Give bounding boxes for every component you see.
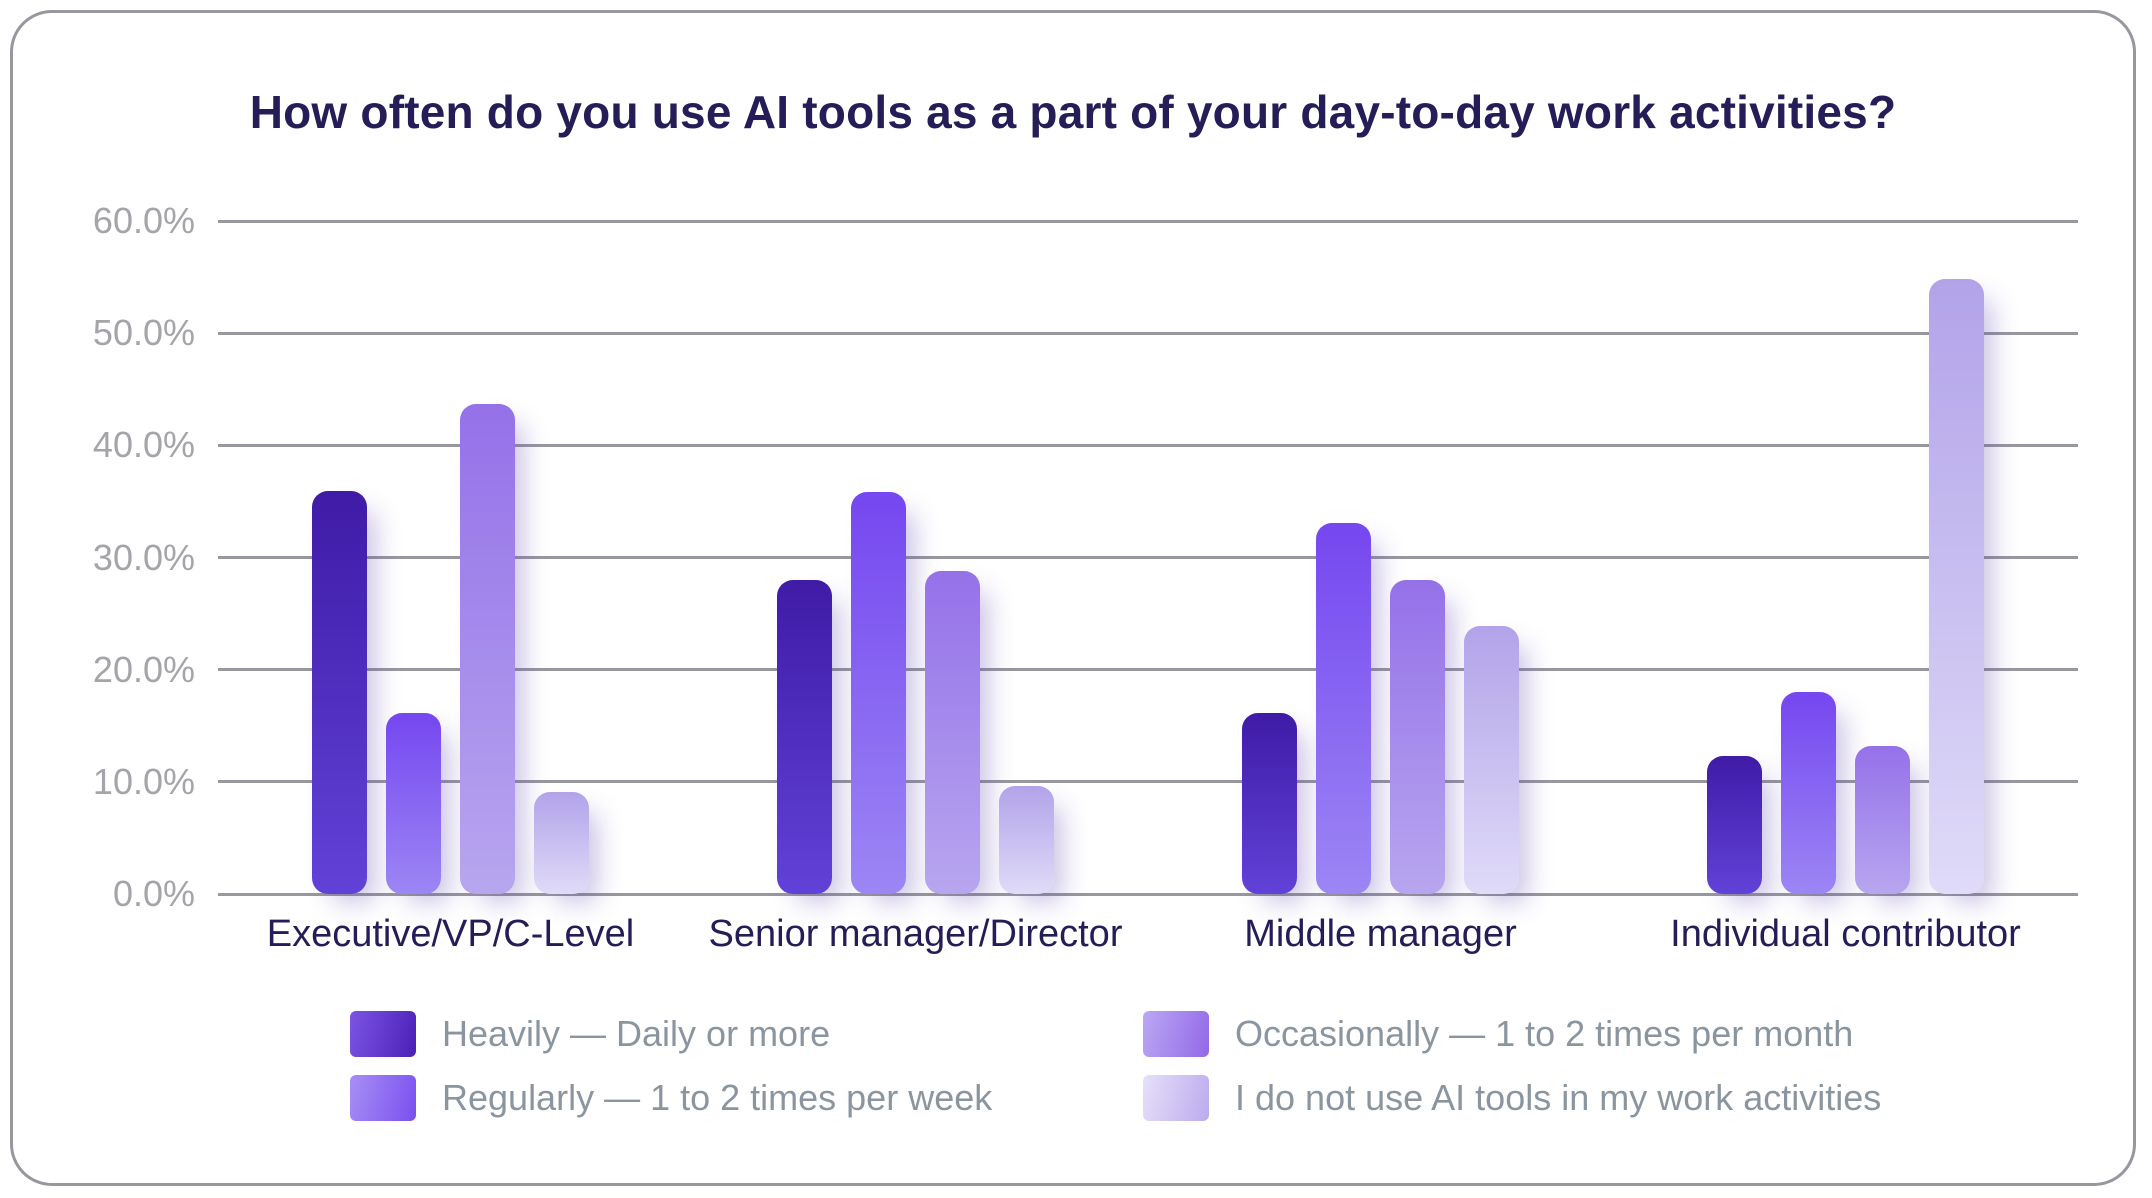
bar-group: [218, 221, 683, 894]
legend-swatch: [1143, 1011, 1209, 1057]
bar-series3-cat1[interactable]: [460, 403, 515, 894]
legend-label: Occasionally — 1 to 2 times per month: [1235, 1013, 1854, 1054]
bar-group: [683, 221, 1148, 894]
category-label: Middle manager: [1244, 913, 1517, 955]
bar-groups: [218, 221, 2078, 894]
category-label: Senior manager/Director: [708, 913, 1123, 955]
y-tick-label: 30.0%: [92, 536, 195, 578]
bar-series2-cat2[interactable]: [851, 492, 906, 894]
y-tick-label: 10.0%: [92, 760, 195, 802]
y-tick-label: 0.0%: [112, 873, 195, 914]
legend-item-series2[interactable]: Regularly — 1 to 2 times per week: [350, 1075, 1143, 1121]
bar-group: [1148, 221, 1613, 894]
bar-series2-cat1[interactable]: [386, 713, 441, 894]
y-tick-label: 60.0%: [92, 200, 195, 241]
gridline: [218, 219, 2078, 223]
bar-series3-cat2[interactable]: [925, 570, 980, 894]
bar-group: [1613, 221, 2078, 894]
bar-series4-cat2[interactable]: [999, 786, 1054, 894]
chart-card: How often do you use AI tools as a part …: [10, 10, 2136, 1186]
legend-item-series1[interactable]: Heavily — Daily or more: [350, 1011, 1143, 1057]
gridline: [218, 892, 2078, 896]
legend-item-series3[interactable]: Occasionally — 1 to 2 times per month: [1143, 1011, 1881, 1057]
gridline: [218, 443, 2078, 447]
chart-title: How often do you use AI tools as a part …: [249, 86, 1897, 138]
plot-area: [218, 219, 2078, 896]
bar-series4-cat4[interactable]: [1929, 279, 1984, 894]
gridline: [218, 780, 2078, 784]
gridline: [218, 668, 2078, 672]
bar-series4-cat1[interactable]: [534, 791, 589, 894]
gridline: [218, 331, 2078, 335]
bar-series4-cat3[interactable]: [1464, 625, 1519, 894]
bar-series3-cat3[interactable]: [1390, 579, 1445, 894]
x-axis: Executive/VP/C-Level Senior manager/Direc…: [218, 911, 2078, 957]
legend-swatch: [350, 1011, 416, 1057]
legend-swatch: [1143, 1075, 1209, 1121]
y-tick-label: 20.0%: [92, 648, 195, 690]
category-label: Individual contributor: [1670, 913, 2021, 955]
bar-series1-cat1[interactable]: [312, 491, 367, 894]
legend-label: Heavily — Daily or more: [442, 1013, 831, 1054]
category-label: Executive/VP/C-Level: [266, 913, 635, 955]
legend: Heavily — Daily or more Regularly — 1 to …: [350, 1011, 1881, 1121]
bar-series2-cat3[interactable]: [1316, 522, 1371, 894]
legend-swatch: [350, 1075, 416, 1121]
gridline: [218, 556, 2078, 559]
bar-series3-cat4[interactable]: [1855, 745, 1910, 894]
y-tick-label: 40.0%: [92, 424, 195, 466]
y-axis: 60.0% 50.0% 40.0% 30.0% 20.0% 10.0% 0.0%: [13, 201, 195, 914]
bar-series2-cat4[interactable]: [1781, 692, 1836, 894]
bar-series1-cat3[interactable]: [1242, 713, 1297, 894]
bar-series1-cat2[interactable]: [777, 579, 832, 894]
y-tick-label: 50.0%: [92, 312, 195, 354]
legend-label: Regularly — 1 to 2 times per week: [442, 1077, 993, 1118]
legend-label: I do not use AI tools in my work activit…: [1235, 1077, 1882, 1118]
legend-item-series4[interactable]: I do not use AI tools in my work activit…: [1143, 1075, 1881, 1121]
bar-series1-cat4[interactable]: [1707, 756, 1762, 894]
